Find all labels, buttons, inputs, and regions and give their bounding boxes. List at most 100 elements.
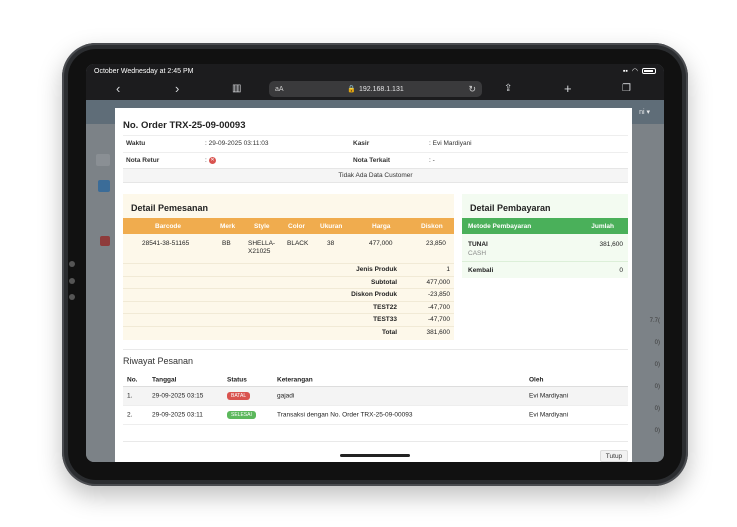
background-value: 0) — [654, 384, 660, 390]
section-divider — [123, 349, 628, 350]
close-button[interactable]: Tutup — [600, 450, 628, 462]
payment-amount: 381,600 — [599, 241, 624, 248]
payment-method-sub: CASH — [468, 250, 487, 257]
cell-diskon: 23,850 — [426, 240, 446, 247]
x-circle-icon: ✕ — [209, 157, 216, 164]
summary-row: TEST33 -47,700 — [123, 313, 454, 326]
summary-row: Jenis Produk 1 — [123, 263, 454, 276]
summary-label: TEST33 — [373, 316, 397, 323]
nota-terkait-value: : - — [429, 157, 435, 164]
summary-row: TEST22 -47,700 — [123, 300, 454, 314]
col-metode: Metode Pembayaran — [468, 222, 532, 230]
cell-ukuran: 38 — [327, 240, 335, 247]
home-indicator[interactable] — [340, 454, 410, 457]
col-jumlah: Jumlah — [591, 222, 614, 230]
modal-title: No. Order TRX-25-09-00093 — [123, 120, 246, 131]
lock-icon: 🔒 — [347, 86, 356, 93]
reload-icon[interactable]: ↻ — [468, 83, 476, 94]
detail-pemesanan-title: Detail Pemesanan — [131, 203, 209, 213]
forward-icon[interactable]: › — [175, 81, 180, 96]
background-values: 7.7( 0) 0) 0) 0) 0) — [644, 310, 664, 442]
summary-value: 477,000 — [426, 278, 451, 286]
bookmarks-icon[interactable]: ▥ — [232, 83, 242, 94]
battery-icon — [642, 68, 656, 74]
cell-barcode: 28541-38-51165 — [142, 240, 190, 247]
summary-row: Subtotal 477,000 — [123, 275, 454, 289]
col-no: No. — [127, 376, 138, 383]
col-color: Color — [288, 222, 305, 230]
riwayat-title: Riwayat Pesanan — [123, 356, 194, 366]
nota-terkait-label: Nota Terkait — [353, 157, 391, 164]
col-harga: Harga — [372, 222, 391, 230]
col-oleh: Oleh — [529, 376, 544, 383]
tabs-icon[interactable]: ❐ — [622, 83, 631, 94]
col-barcode: Barcode — [155, 222, 182, 230]
kembali-value: 0 — [619, 267, 623, 274]
background-user-menu: ni ▾ — [639, 109, 650, 116]
share-icon[interactable]: ⇪ — [504, 83, 513, 94]
background-value: 0) — [654, 406, 660, 412]
reader-aa-button[interactable]: aA — [275, 85, 284, 93]
col-tanggal: Tanggal — [152, 376, 177, 383]
kembali-row: Kembali 0 — [462, 261, 628, 278]
background-value: 0) — [654, 362, 660, 368]
col-ukuran: Ukuran — [320, 222, 343, 230]
summary-label: Jenis Produk — [356, 266, 397, 273]
history-table-header: No. Tanggal Status Keterangan Oleh — [123, 373, 628, 387]
new-tab-icon[interactable]: + — [564, 81, 572, 96]
waktu-label: Waktu — [126, 140, 146, 147]
history-tanggal: 29-09-2025 03:15 — [152, 392, 204, 400]
table-row: 2. 29-09-2025 03:11 SELESAI Transaksi de… — [123, 406, 628, 425]
col-diskon: Diskon — [421, 222, 443, 230]
status-badge: SELESAI — [227, 411, 256, 419]
payment-method: TUNAI — [468, 241, 488, 248]
history-oleh: Evi Mardiyani — [529, 411, 569, 419]
detail-pembayaran-title: Detail Pembayaran — [470, 203, 551, 213]
info-row: Waktu : 29-09-2025 03:11:03 Kasir : Evi … — [123, 135, 628, 151]
kasir-label: Kasir — [353, 140, 370, 147]
nota-retur-value: : — [205, 157, 207, 164]
history-tanggal: 29-09-2025 03:11 — [152, 411, 203, 419]
device-side-button — [69, 278, 75, 284]
background-value: 0) — [654, 428, 660, 434]
nota-retur-label: Nota Retur — [126, 157, 160, 164]
detail-pemesanan-panel: Detail Pemesanan Barcode Merk Style Colo… — [123, 194, 454, 340]
summary-value: -23,850 — [427, 291, 450, 298]
kembali-label: Kembali — [468, 267, 494, 274]
device-camera-dot — [69, 261, 75, 267]
browser-toolbar: ‹ › ▥ aA 🔒 192.168.1.131 ↻ ⇪ + ❐ — [86, 78, 664, 100]
history-keterangan: Transaksi dengan No. Order TRX-25-09-000… — [277, 411, 413, 419]
status-badge: BATAL — [227, 392, 251, 400]
back-icon[interactable]: ‹ — [116, 81, 121, 96]
detail-pembayaran-panel: Detail Pembayaran Metode Pembayaran Juml… — [462, 194, 628, 278]
background-icon — [98, 180, 110, 192]
summary-row-total: Total 381,600 — [123, 325, 454, 339]
history-keterangan: gajadi — [277, 392, 295, 400]
payment-table-header: Metode Pembayaran Jumlah — [462, 218, 628, 234]
device-side-button — [69, 294, 75, 300]
summary-value: -47,700 — [427, 316, 450, 323]
footer-divider — [123, 441, 628, 442]
wifi-icon: ◠ — [631, 68, 638, 75]
tablet-screen: October Wednesday at 2:45 PM ▪▪ ◠ ‹ › ▥ … — [86, 64, 664, 462]
order-detail-modal: No. Order TRX-25-09-00093 Waktu : 29-09-… — [115, 108, 632, 462]
ios-status-bar: October Wednesday at 2:45 PM ▪▪ ◠ — [86, 64, 664, 78]
summary-label: Total — [381, 328, 397, 336]
background-value: 0) — [654, 340, 660, 346]
summary-label: Subtotal — [371, 278, 397, 286]
summary-value: 1 — [446, 266, 450, 273]
history-oleh: Evi Mardiyani — [529, 392, 569, 400]
col-merk: Merk — [220, 222, 236, 230]
col-keterangan: Keterangan — [277, 376, 313, 383]
waktu-value: : 29-09-2025 03:11:03 — [205, 140, 269, 147]
address-bar[interactable]: aA 🔒 192.168.1.131 ↻ — [269, 81, 482, 97]
cell-merk: BB — [222, 240, 231, 247]
table-row: 1. 29-09-2025 03:15 BATAL gajadi Evi Mar… — [123, 387, 628, 406]
summary-row: Diskon Produk -23,850 — [123, 288, 454, 301]
no-customer-banner: Tidak Ada Data Customer — [123, 168, 628, 183]
order-table-header: Barcode Merk Style Color Ukuran Harga Di… — [123, 218, 454, 234]
col-status: Status — [227, 376, 247, 383]
kasir-value: : Evi Mardiyani — [429, 140, 472, 147]
history-no: 1. — [127, 392, 133, 400]
url-text: 192.168.1.131 — [358, 85, 404, 93]
